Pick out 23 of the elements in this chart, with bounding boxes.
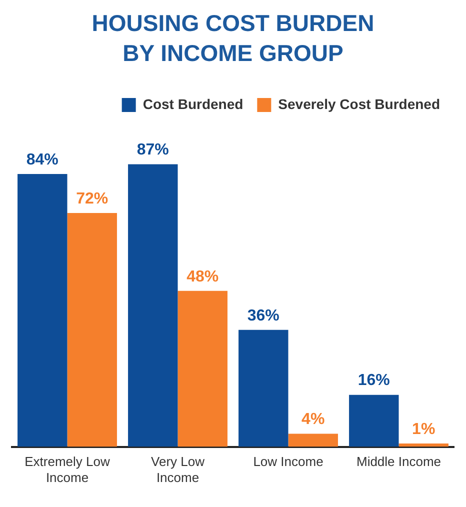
data-label: 16%	[358, 372, 390, 390]
x-tick-label: Very Low Income	[151, 454, 206, 485]
bar	[128, 164, 178, 447]
bar	[67, 212, 117, 447]
legend-label: Cost Burdened	[142, 96, 244, 112]
x-tick-label: Middle Income	[356, 454, 442, 470]
data-label: 87%	[136, 142, 169, 159]
data-label: 48%	[186, 268, 219, 286]
x-tick-label: Low Income	[253, 454, 324, 470]
bar	[178, 290, 228, 447]
bar	[288, 434, 338, 447]
bar	[349, 394, 399, 447]
bar	[238, 330, 288, 447]
legend-label: Severely Cost Burdened	[278, 96, 440, 112]
data-label: 72%	[76, 190, 108, 208]
x-tick-label: Extremely Low Income	[24, 454, 110, 485]
bar	[398, 444, 448, 447]
data-label: 84%	[26, 151, 58, 168]
data-label: 1%	[412, 420, 436, 438]
chart-title: HOUSING COST BURDEN BY INCOME GROUP	[90, 9, 376, 68]
data-label: 4%	[302, 411, 325, 428]
data-label: 36%	[247, 307, 280, 324]
bar	[18, 174, 68, 447]
